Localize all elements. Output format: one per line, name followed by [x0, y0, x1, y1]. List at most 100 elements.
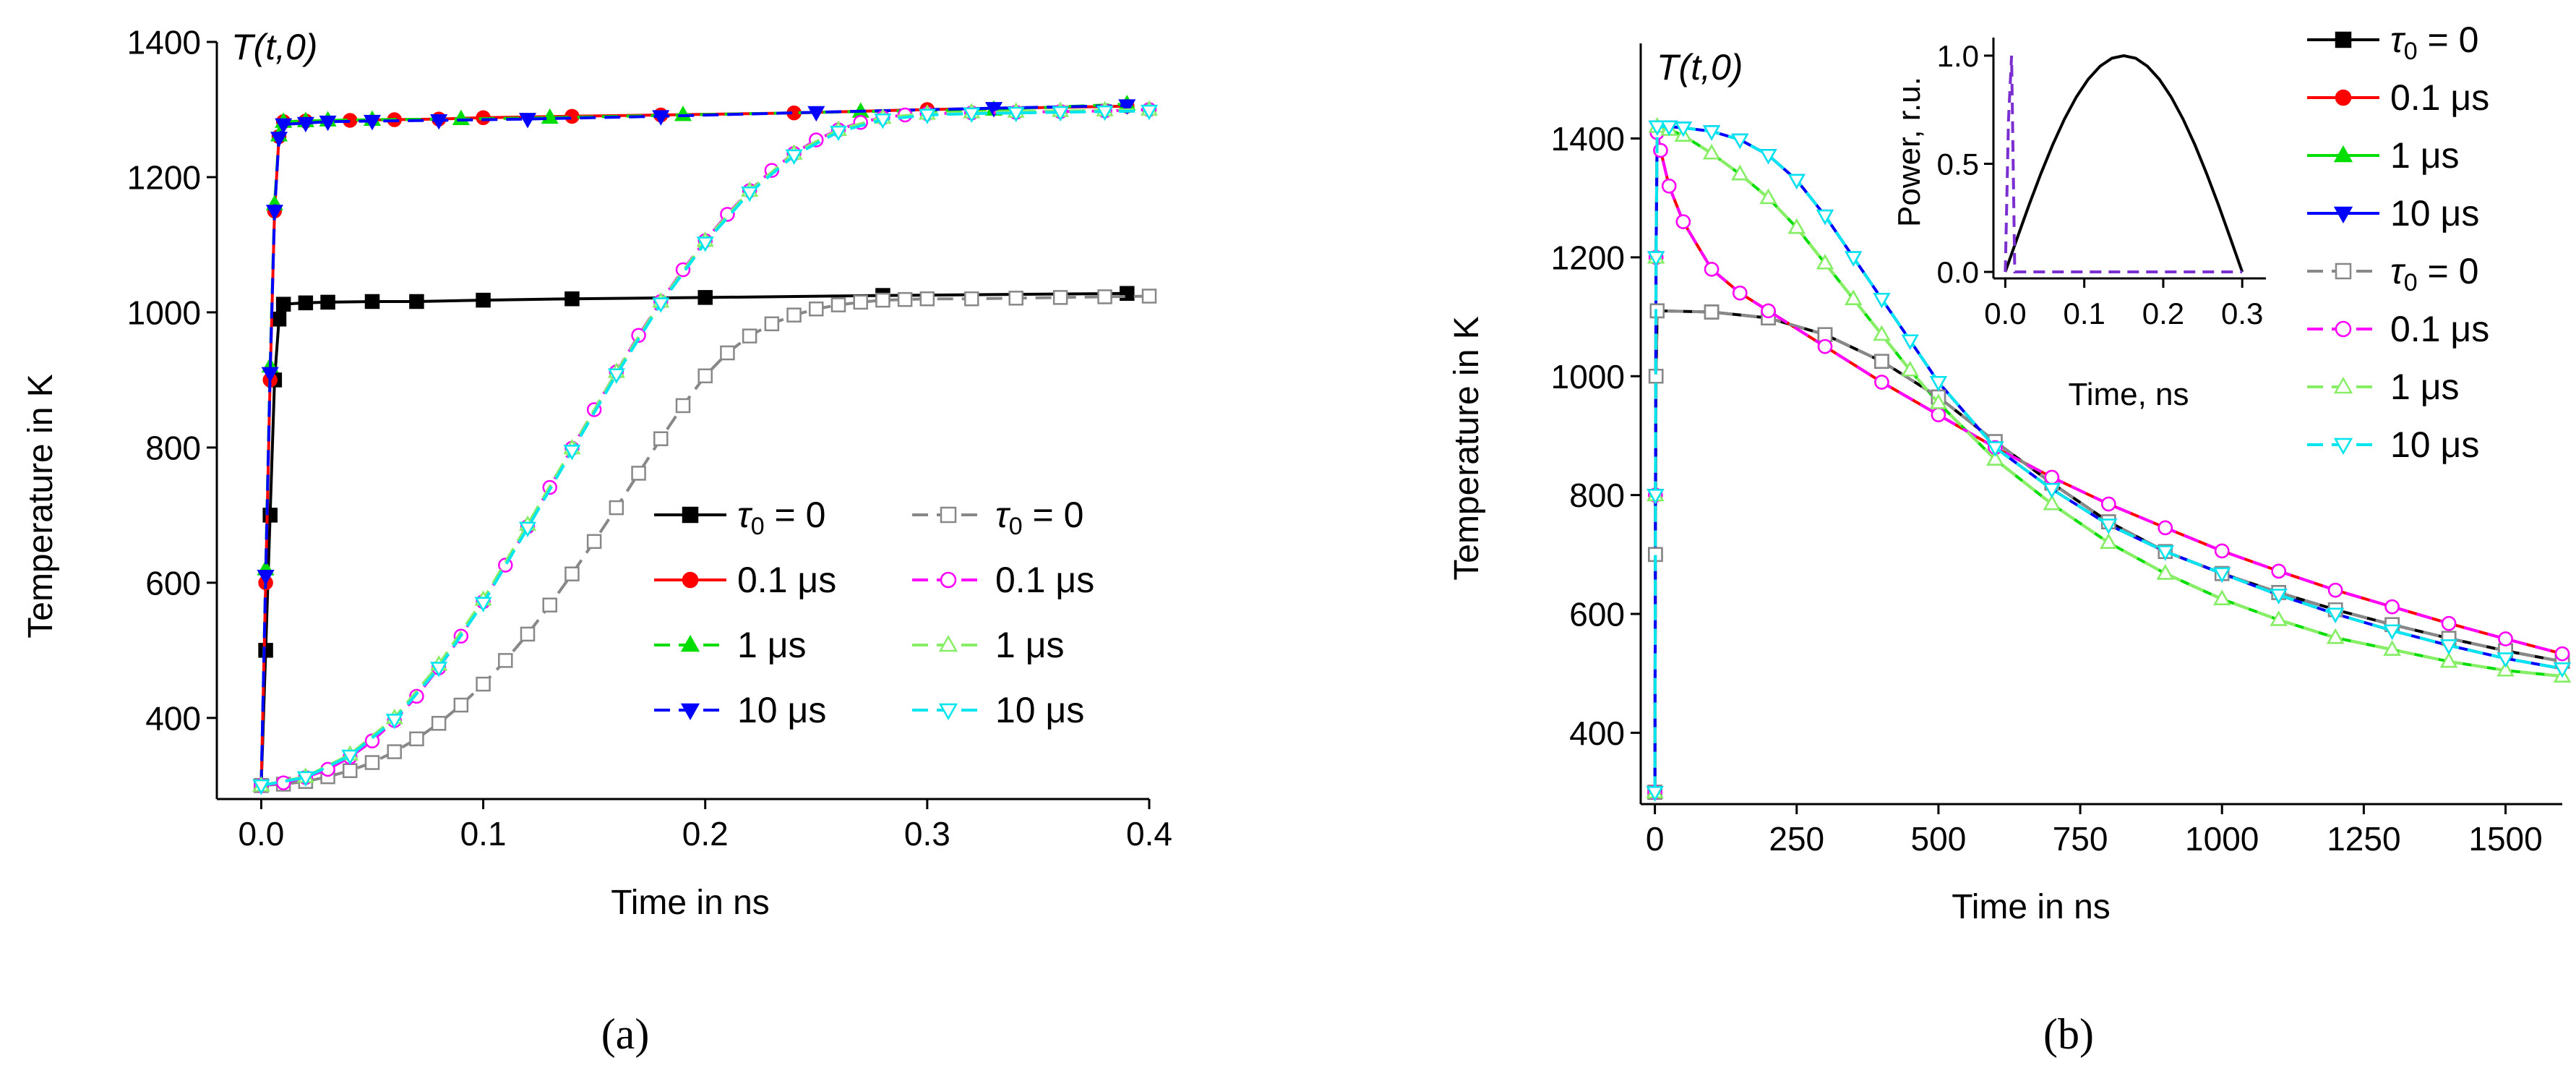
b-series-7-point-21 [2327, 607, 2345, 623]
b-series-6-point-12 [1873, 325, 1891, 341]
a-legend-entry-1: 0.1 μs [654, 560, 836, 600]
a-series-line-1 [259, 104, 1128, 786]
b-series-5-point-14 [2044, 469, 2060, 485]
a-series-0-point-10 [476, 292, 491, 308]
a-legend-entry-0: τ0 = 0 [654, 495, 825, 540]
b-legend-marker-7 [2333, 437, 2353, 456]
b-legend-label-1: 0.1 μs [2390, 77, 2489, 118]
b-series-7-point-9 [1787, 174, 1806, 189]
a-ytick-label-2: 800 [145, 429, 201, 466]
b-series-5-point-8 [1733, 285, 1748, 301]
b-legend-marker-6 [2333, 376, 2353, 394]
a-series-line-3 [259, 103, 1128, 786]
panel-a-ylabel: Temperature in K [22, 374, 60, 639]
b-series-7-point-8 [1759, 149, 1777, 165]
b-legend-label-2: 1 μs [2390, 135, 2460, 176]
b-series-6-point-6 [1703, 144, 1721, 160]
b-series-5-point-21 [2441, 615, 2457, 631]
a-series-3-point-11 [652, 110, 670, 126]
a-series-0-point-5 [275, 296, 291, 312]
a-series-7-point-12 [785, 149, 803, 165]
b-series-6-point-11 [1845, 289, 1863, 305]
b-series-7-point-15 [1986, 441, 2004, 457]
a-legend-marker-3 [680, 703, 700, 721]
a-series-7-point-15 [918, 108, 936, 124]
b-series-5-point-16 [2158, 520, 2173, 536]
a-series-7-point-13 [829, 125, 848, 142]
panel-b-legend: τ0 = 0 0.1 μs 1 μs 10 μs τ0 = 0 0.1 μs 1 μs 10 … [2307, 20, 2489, 465]
a-series-0-point-11 [564, 291, 580, 307]
a-legend-entry-5: 0.1 μs [912, 560, 1094, 600]
a-xtick-label-2: 0.2 [682, 815, 729, 853]
b-series-6-point-19 [2213, 589, 2231, 605]
b-series-5-point-22 [2498, 631, 2513, 646]
b-series-6-point-22 [2383, 640, 2401, 656]
b-legend-entry-6: 1 μs [2307, 367, 2460, 407]
b-series-6-point-24 [2496, 661, 2515, 677]
a-series-4-point-27 [853, 294, 868, 310]
b-series-6-point-9 [1787, 218, 1806, 234]
a-series-4-point-7 [409, 731, 424, 747]
a-series-4-point-30 [919, 291, 935, 307]
a-legend-entry-3: 10 μs [654, 690, 826, 730]
panel-a-xlabel: Time in ns [611, 884, 770, 922]
b-legend-entry-4: τ0 = 0 [2307, 251, 2478, 296]
b-series-7-point-23 [2440, 639, 2458, 655]
a-legend-label-6: 1 μs [995, 625, 1065, 665]
panel-a-legend: τ0 = 0 0.1 μs 1 μs 10 μs τ0 = 0 0.1 μs 1 μs 10 … [654, 495, 1094, 730]
b-series-7-point-12 [1873, 292, 1891, 309]
a-series-7-point-0 [252, 779, 270, 795]
a-series-4-point-8 [431, 716, 447, 731]
a-series-4-point-20 [697, 368, 713, 384]
a-series-4-point-11 [498, 653, 513, 668]
a-series-4-point-33 [1052, 290, 1068, 305]
a-series-3-point-10 [518, 113, 537, 129]
b-series-6-point-10 [1816, 254, 1834, 270]
b-series-5-point-10 [1817, 338, 1833, 354]
b-xtick-label-0: 0 [1646, 820, 1665, 858]
a-series-4-point-31 [964, 291, 979, 307]
inset-series-line-0 [2004, 54, 2244, 273]
a-series-4-point-15 [586, 534, 602, 550]
b-legend-entry-1: 0.1 μs [2307, 77, 2489, 118]
a-legend-marker-2 [680, 634, 700, 652]
a-legend-marker-6 [938, 634, 958, 652]
a-legend-label-5: 0.1 μs [995, 560, 1094, 600]
a-series-5-point-1 [275, 775, 291, 790]
a-series-line-7 [261, 109, 1150, 787]
b-series-7-point-14 [1929, 376, 1947, 392]
b-legend-marker-2 [2333, 145, 2353, 163]
a-series-7-point-16 [963, 107, 981, 123]
b-series-6-point-13 [1901, 361, 1919, 377]
a-series-4-point-34 [1097, 289, 1112, 304]
b-series-6-point-23 [2440, 652, 2458, 668]
panel-b-inset: 0.0 0.1 0.2 0.3 0.0 0.5 1.0 Time, ns Power, r.… [1892, 38, 2266, 412]
inset-xlabel: Time, ns [2068, 377, 2189, 412]
inset-ytick-label-0: 0.0 [1937, 255, 1979, 289]
b-legend-entry-2: 1 μs [2307, 135, 2460, 176]
a-legend-marker-0 [682, 506, 699, 524]
b-ytick-label-1: 600 [1569, 596, 1625, 633]
b-series-5-point-12 [1931, 407, 1946, 422]
a-series-3-point-6 [296, 116, 314, 133]
a-series-4-point-5 [364, 755, 380, 770]
a-series-0-point-8 [364, 294, 380, 309]
b-series-6-point-18 [2156, 564, 2174, 580]
a-series-3-point-2 [261, 367, 279, 383]
panel-a-label: (a) [601, 1010, 650, 1058]
inset-xtick-label-2: 0.2 [2142, 296, 2184, 330]
a-series-7-point-7 [563, 445, 581, 461]
b-series-5-point-18 [2271, 563, 2286, 579]
a-series-4-point-23 [764, 316, 780, 332]
a-series-7-point-17 [1007, 106, 1025, 123]
b-series-6-point-20 [2270, 610, 2288, 626]
a-series-3-point-3 [265, 205, 283, 221]
a-series-0-point-12 [697, 290, 713, 305]
b-series-7-point-20 [2270, 589, 2288, 605]
b-series-5-point-9 [1761, 303, 1776, 319]
a-series-4-point-28 [875, 292, 890, 308]
panel-b-label: (b) [2043, 1010, 2094, 1058]
inset-series-line-1 [2004, 55, 2243, 273]
a-legend-marker-1 [682, 571, 699, 589]
b-series-line-7 [1653, 125, 2563, 793]
